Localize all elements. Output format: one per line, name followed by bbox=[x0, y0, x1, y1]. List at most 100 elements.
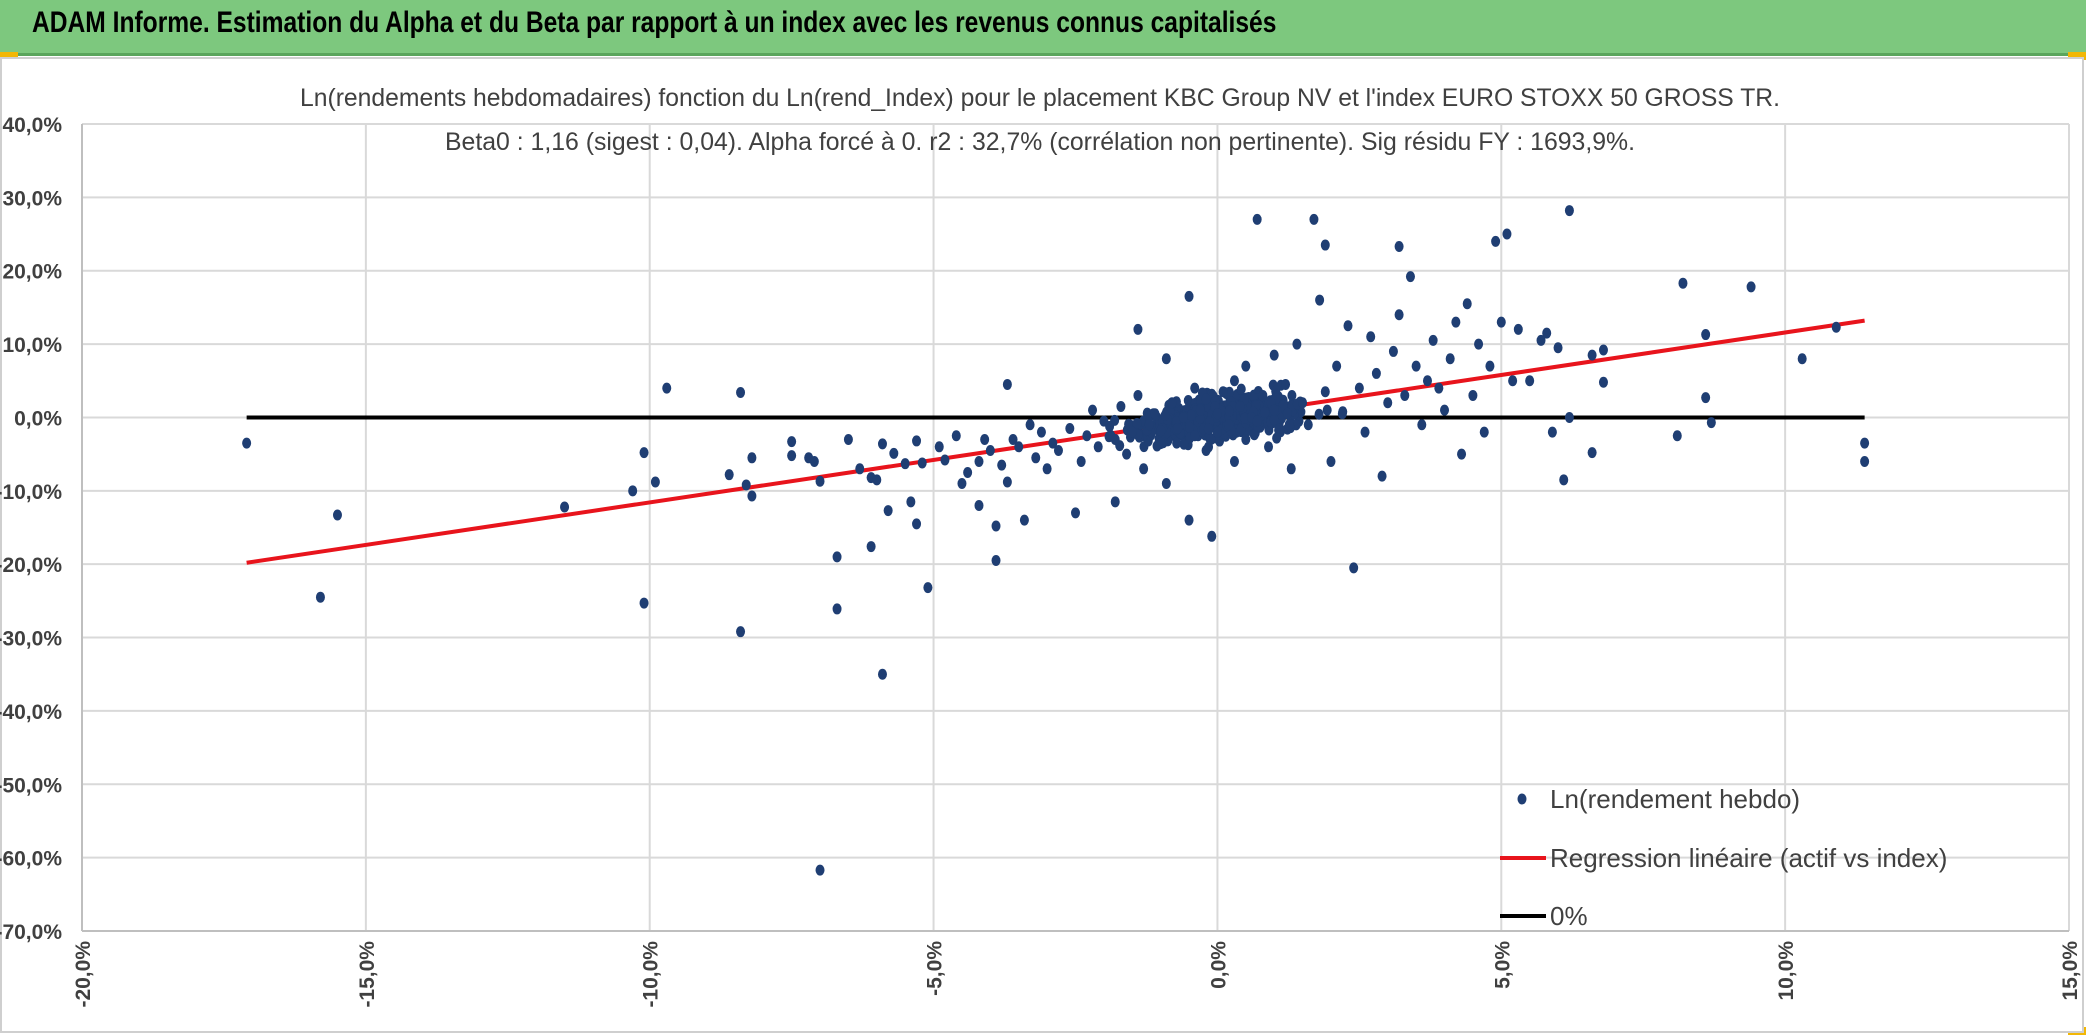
data-point bbox=[1746, 281, 1756, 293]
data-point bbox=[1132, 418, 1142, 430]
data-point bbox=[963, 466, 973, 478]
data-point bbox=[1701, 329, 1711, 341]
data-point bbox=[1417, 419, 1427, 431]
data-point bbox=[1184, 290, 1194, 302]
data-point bbox=[1082, 430, 1092, 442]
report-header: ADAM Informe. Estimation du Alpha et du … bbox=[0, 0, 2086, 56]
data-point bbox=[1190, 430, 1200, 442]
data-point bbox=[1542, 327, 1552, 339]
data-point bbox=[1303, 419, 1313, 431]
data-point bbox=[1275, 422, 1285, 434]
legend-label: Ln(rendement hebdo) bbox=[1550, 784, 1800, 814]
data-point bbox=[900, 458, 910, 470]
data-point bbox=[1281, 378, 1291, 390]
data-point bbox=[1411, 360, 1421, 372]
data-point bbox=[1031, 452, 1041, 464]
y-tick-label: -20,0% bbox=[0, 554, 62, 577]
data-point bbox=[1383, 397, 1393, 409]
data-point bbox=[662, 382, 672, 394]
data-point bbox=[650, 476, 660, 488]
data-point bbox=[1269, 404, 1279, 416]
data-point bbox=[1065, 422, 1075, 434]
x-tick-label: 5,0% bbox=[1491, 941, 1514, 989]
data-point bbox=[809, 455, 819, 467]
data-point bbox=[724, 469, 734, 481]
data-point bbox=[980, 433, 990, 445]
chart-legend: Ln(rendement hebdo) Regression linéaire (… bbox=[1500, 784, 1947, 931]
data-point bbox=[991, 520, 1001, 532]
data-point bbox=[1260, 406, 1270, 418]
data-point bbox=[1354, 382, 1364, 394]
data-point bbox=[1264, 441, 1274, 453]
data-point bbox=[951, 430, 961, 442]
data-point bbox=[1394, 309, 1404, 321]
data-point bbox=[1445, 353, 1455, 365]
data-point bbox=[1337, 408, 1347, 420]
data-point bbox=[1218, 386, 1228, 398]
data-point bbox=[1343, 320, 1353, 332]
corner-marker-left bbox=[0, 52, 18, 60]
data-point bbox=[1048, 437, 1058, 449]
data-point bbox=[1479, 426, 1489, 438]
data-point bbox=[1201, 393, 1211, 405]
data-point bbox=[1002, 476, 1012, 488]
data-point bbox=[1127, 426, 1137, 438]
data-point bbox=[639, 447, 649, 459]
data-point bbox=[1598, 376, 1608, 388]
data-point bbox=[747, 452, 757, 464]
data-point bbox=[1287, 389, 1297, 401]
data-point bbox=[1502, 228, 1512, 240]
data-point bbox=[1133, 323, 1143, 335]
data-point bbox=[974, 455, 984, 467]
data-point bbox=[1371, 367, 1381, 379]
data-point bbox=[1366, 331, 1376, 343]
y-tick-label: 0,0% bbox=[14, 407, 62, 430]
data-point bbox=[1167, 397, 1177, 409]
data-point bbox=[1286, 463, 1296, 475]
data-point bbox=[1178, 411, 1188, 423]
data-point bbox=[639, 597, 649, 609]
data-point bbox=[736, 387, 746, 399]
data-point bbox=[1071, 507, 1080, 519]
data-point bbox=[1019, 514, 1029, 526]
data-point bbox=[1235, 400, 1245, 412]
data-point bbox=[985, 444, 995, 456]
data-point bbox=[1860, 455, 1870, 467]
data-point bbox=[815, 475, 825, 487]
data-points bbox=[242, 205, 1870, 876]
data-point bbox=[883, 505, 893, 517]
data-point bbox=[1249, 429, 1259, 441]
axes bbox=[81, 124, 2069, 932]
x-tick-label: -20,0% bbox=[72, 941, 95, 1008]
data-point bbox=[1564, 411, 1574, 423]
y-tick-label: 40,0% bbox=[2, 114, 62, 137]
data-point bbox=[1491, 235, 1501, 247]
x-tick-label: 0,0% bbox=[1207, 941, 1230, 989]
data-point bbox=[1587, 447, 1597, 459]
data-point bbox=[1547, 426, 1557, 438]
y-tick-label: -70,0% bbox=[0, 921, 62, 944]
data-point bbox=[1298, 397, 1308, 409]
chart-subtitle: Beta0 : 1,16 (sigest : 0,04). Alpha forc… bbox=[445, 128, 1635, 156]
data-point bbox=[1207, 530, 1217, 542]
data-point bbox=[1014, 441, 1024, 453]
data-point bbox=[1536, 334, 1546, 346]
data-point bbox=[912, 435, 922, 447]
data-point bbox=[736, 626, 746, 638]
data-point bbox=[1559, 474, 1569, 486]
x-tick-label: -5,0% bbox=[924, 941, 947, 996]
data-point bbox=[1139, 463, 1149, 475]
data-point bbox=[1116, 400, 1126, 412]
data-point bbox=[1229, 375, 1239, 387]
data-point bbox=[628, 485, 638, 497]
data-point bbox=[1525, 375, 1535, 387]
y-tick-label: 20,0% bbox=[2, 261, 62, 284]
data-point bbox=[1099, 415, 1109, 427]
data-point bbox=[1587, 349, 1597, 361]
corner-marker-right bbox=[2068, 52, 2086, 60]
data-point bbox=[1110, 496, 1120, 508]
chart-title: Ln(rendements hebdomadaires) fonction du… bbox=[300, 84, 1780, 112]
data-point bbox=[1314, 408, 1324, 420]
y-tick-label: -10,0% bbox=[0, 481, 62, 504]
data-point bbox=[747, 490, 757, 502]
